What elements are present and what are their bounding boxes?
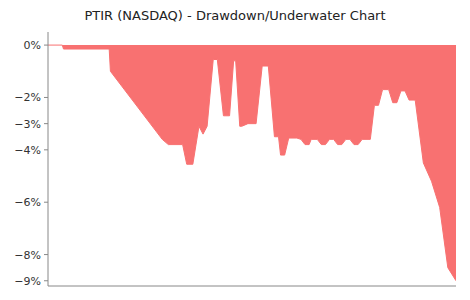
y-axis-line (48, 32, 49, 286)
x-axis-line (48, 286, 456, 287)
area (48, 45, 456, 281)
title: PTIR (NASDAQ) - Drawdown/Underwater Char… (84, 8, 385, 23)
y-tick (44, 149, 48, 150)
y-tick-label: −8% (14, 249, 41, 262)
line (48, 45, 456, 281)
y-tick (44, 202, 48, 203)
y-tick (44, 254, 48, 255)
y-tick-label: −2% (14, 91, 41, 104)
y-tick (44, 97, 48, 98)
chart: PTIR (NASDAQ) - Drawdown/Underwater Char… (0, 0, 470, 300)
y-tick-label: 0% (24, 39, 41, 52)
y-tick-label: −3% (14, 118, 41, 131)
y-tick (44, 280, 48, 281)
plot-area (48, 45, 456, 281)
y-tick-label: −9% (14, 275, 41, 288)
y-tick-label: −6% (14, 196, 41, 209)
y-tick (44, 45, 48, 46)
y-tick (44, 123, 48, 124)
y-tick-label: −4% (14, 144, 41, 157)
